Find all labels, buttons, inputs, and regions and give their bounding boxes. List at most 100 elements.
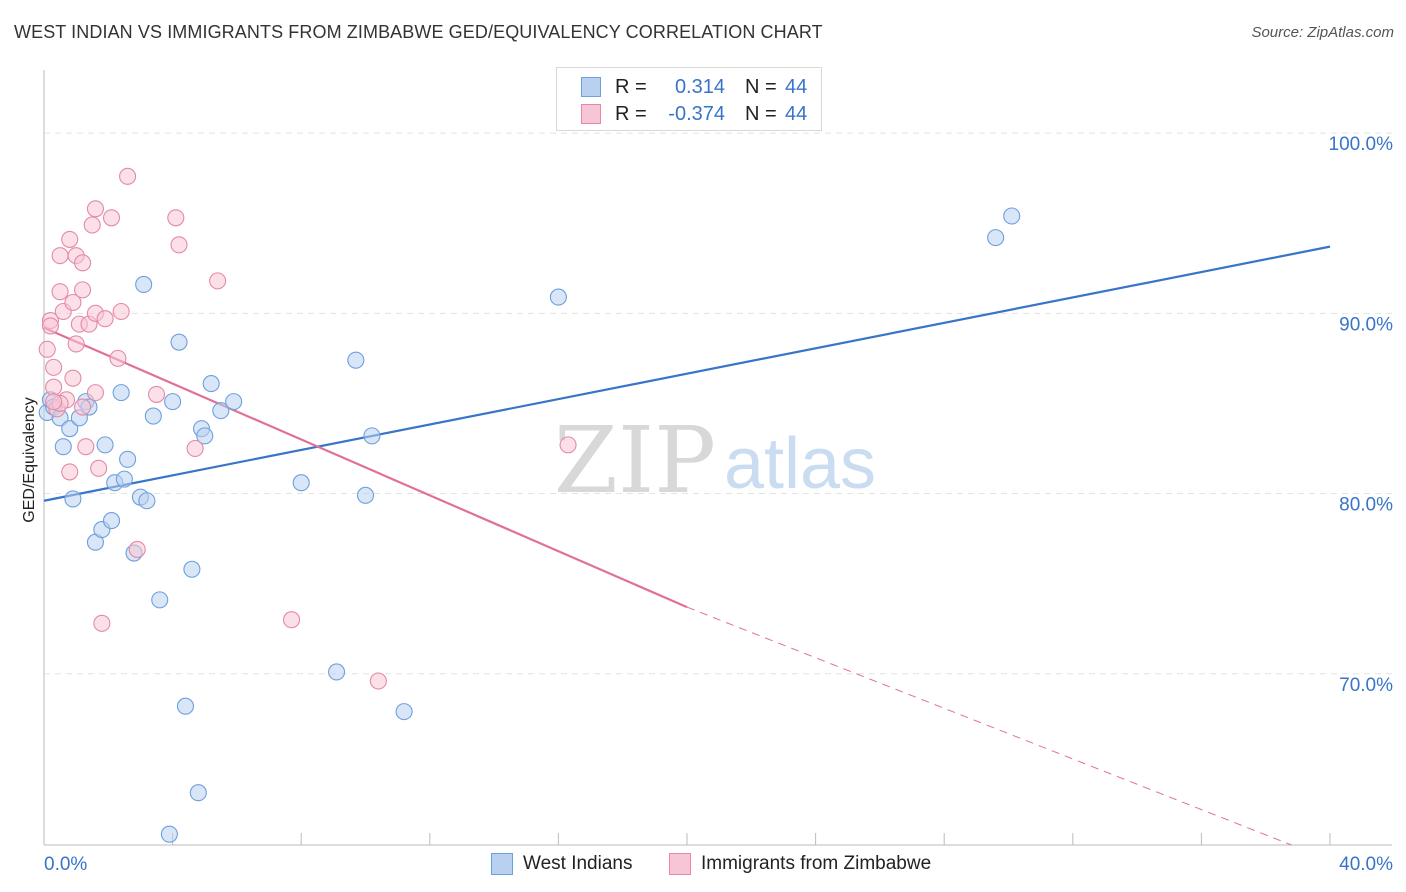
data-point — [138, 492, 156, 510]
legend-n-label: N = — [745, 102, 777, 125]
trendline-extension — [686, 606, 1292, 846]
data-point — [109, 349, 127, 367]
data-point — [119, 167, 137, 185]
trendline — [43, 245, 1331, 502]
data-point — [202, 375, 220, 393]
data-point — [41, 317, 59, 335]
data-point — [151, 591, 169, 609]
data-point — [64, 369, 82, 387]
data-point — [167, 209, 185, 227]
data-point — [74, 254, 92, 272]
chart-title: WEST INDIAN VS IMMIGRANTS FROM ZIMBABWE … — [14, 22, 823, 42]
gridlines — [44, 132, 1392, 675]
data-point — [61, 230, 79, 248]
bottom-legend-zimbabwe: Immigrants from Zimbabwe — [669, 852, 931, 876]
data-point — [51, 283, 69, 301]
legend-n-value: 44 — [785, 75, 808, 98]
data-point — [77, 438, 95, 456]
data-point — [115, 470, 133, 488]
data-point — [102, 209, 121, 227]
correlation-legend: R = 0.314 N = 44 R = -0.374 N = 44 — [556, 67, 822, 131]
data-point — [212, 402, 230, 420]
data-point — [61, 420, 79, 438]
bottom-legend-west-indians: West Indians — [491, 852, 632, 876]
data-point — [183, 560, 201, 578]
legend-r-value: -0.374 — [668, 102, 725, 125]
legend-swatch-zimbabwe — [581, 104, 601, 124]
data-point — [176, 697, 195, 715]
data-point — [209, 272, 227, 290]
data-point — [144, 407, 162, 425]
data-point — [135, 275, 153, 294]
data-point — [38, 340, 56, 358]
data-point — [363, 427, 381, 445]
tick-labels: 100.0% 90.0% 80.0% 70.0% 0.0% 40.0% — [44, 134, 1393, 875]
watermark-zip: ZIP — [554, 407, 716, 514]
data-point — [395, 703, 413, 721]
data-point — [45, 393, 63, 411]
data-point — [196, 427, 214, 445]
data-point — [356, 486, 375, 504]
axes — [43, 70, 1392, 846]
bottom-legend-swatch-west-indians — [491, 853, 513, 875]
data-point — [86, 384, 104, 402]
data-point — [160, 825, 178, 843]
data-point — [559, 436, 577, 454]
data-point — [93, 614, 111, 632]
legend-r-label: R = — [615, 75, 647, 98]
data-point — [119, 450, 137, 468]
data-point — [51, 247, 69, 265]
data-point — [328, 663, 346, 681]
data-point — [170, 333, 188, 351]
legend-r-value: 0.314 — [674, 75, 725, 98]
trendline — [43, 326, 688, 609]
data-point — [64, 490, 82, 508]
y-tick-label: 80.0% — [1339, 495, 1393, 516]
data-point — [283, 611, 301, 629]
watermark: ZIP atlas — [554, 407, 876, 514]
data-point — [102, 512, 121, 530]
data-point — [67, 335, 85, 353]
data-point — [61, 463, 79, 481]
data-point — [45, 378, 63, 396]
x-tick-label: 40.0% — [1339, 854, 1393, 875]
data-point — [112, 302, 130, 321]
data-point — [83, 216, 101, 234]
data-point — [549, 288, 567, 306]
data-point — [74, 281, 92, 299]
data-point — [164, 393, 182, 411]
data-point — [74, 398, 92, 416]
legend-n-value: 44 — [785, 102, 808, 125]
y-tick-label: 90.0% — [1339, 314, 1393, 335]
data-point — [90, 459, 108, 477]
legend-row-west-indians: R = 0.314 N = 44 — [581, 75, 807, 99]
bottom-legend-label: West Indians — [523, 853, 633, 874]
data-point — [128, 540, 146, 558]
legend-swatch-west-indians — [581, 77, 601, 97]
trendlines — [43, 245, 1331, 846]
points — [38, 167, 1021, 843]
data-point — [1003, 207, 1021, 225]
data-point — [54, 438, 72, 456]
data-point — [987, 229, 1005, 247]
bottom-legend-swatch-zimbabwe — [669, 853, 691, 875]
y-tick-label: 100.0% — [1329, 134, 1394, 155]
x-tick-label: 0.0% — [44, 854, 87, 875]
data-point — [45, 358, 63, 376]
data-point — [64, 293, 82, 312]
legend-row-zimbabwe: R = -0.374 N = 44 — [581, 102, 807, 126]
data-point — [186, 439, 204, 458]
data-point — [189, 784, 207, 802]
data-point — [112, 384, 130, 402]
y-tick-label: 70.0% — [1339, 675, 1393, 696]
data-point — [369, 672, 387, 690]
data-point — [347, 351, 365, 369]
data-point — [225, 393, 243, 411]
bottom-legend-label: Immigrants from Zimbabwe — [701, 853, 932, 874]
legend-r-label: R = — [615, 102, 647, 125]
data-point — [170, 236, 188, 254]
watermark-atlas: atlas — [724, 424, 876, 504]
legend-n-label: N = — [745, 75, 777, 98]
data-point — [86, 200, 104, 218]
